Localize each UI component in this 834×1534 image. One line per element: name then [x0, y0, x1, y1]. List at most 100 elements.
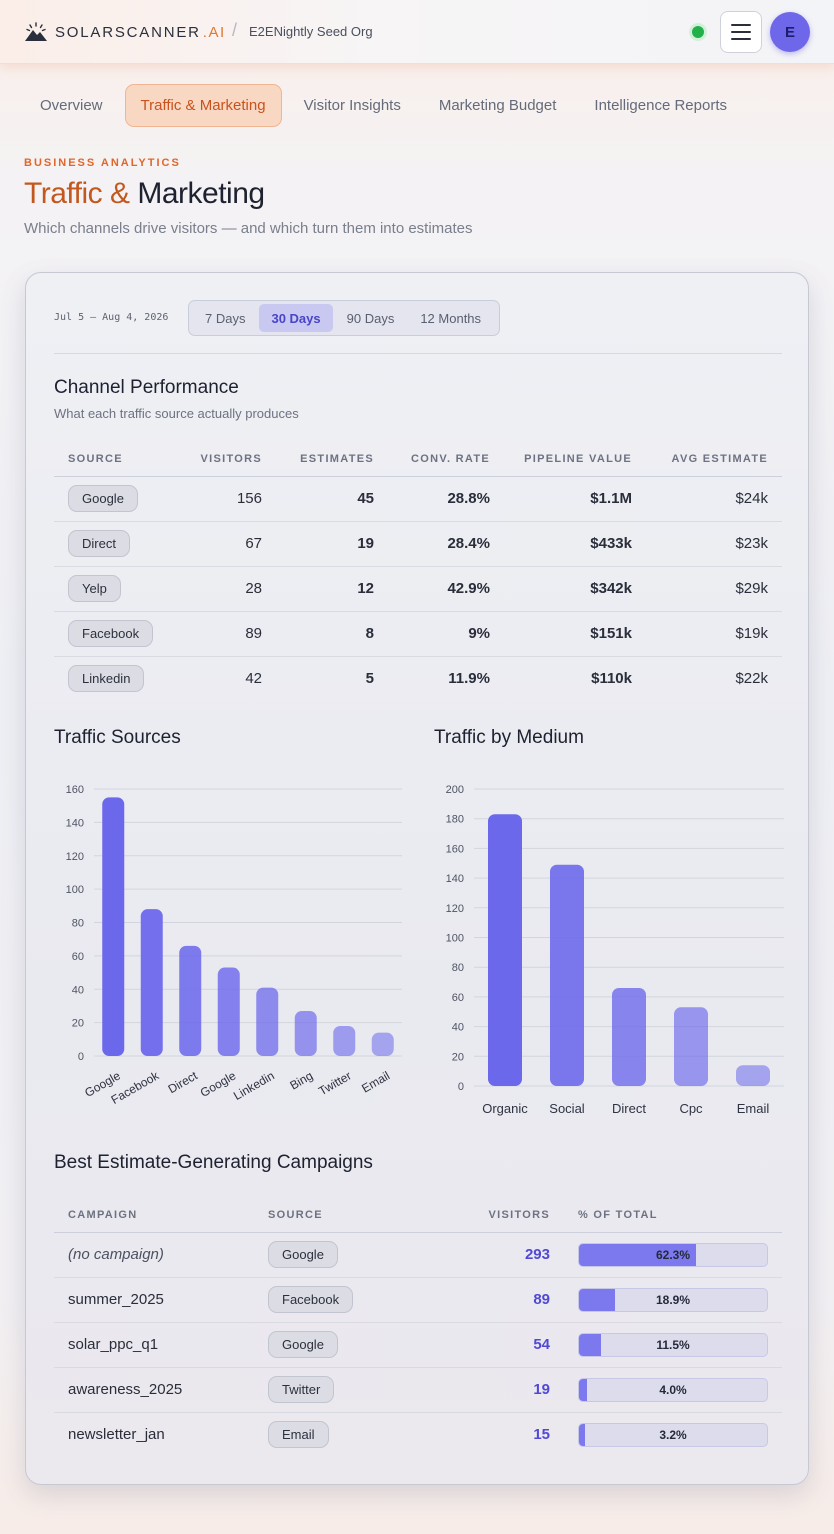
y-tick-label: 140	[66, 817, 84, 829]
estimates-cell: 8	[262, 611, 374, 657]
period-90-days[interactable]: 90 Days	[346, 310, 395, 326]
pct-label: 18.9%	[655, 1292, 691, 1307]
table-row[interactable]: solar_ppc_q1 Google 54 11.5%	[54, 1322, 782, 1368]
pct-label: 62.3%	[655, 1247, 691, 1262]
pct-label: 4.0%	[659, 1382, 687, 1397]
brand-logo[interactable]: SOLARSCANNER .AI	[24, 22, 226, 42]
table-row[interactable]: Facebook 89 8 9% $151k $19k	[54, 611, 782, 657]
period-30-days[interactable]: 30 Days	[259, 304, 333, 332]
period-selector: 7 Days 30 Days 90 Days 12 Months	[188, 300, 500, 336]
conv-rate-cell: 42.9%	[374, 566, 490, 612]
divider	[54, 353, 782, 354]
page-subtitle: Which channels drive visitors — and whic…	[24, 220, 473, 237]
user-avatar[interactable]: E	[770, 12, 810, 52]
tab-visitor-insights[interactable]: Visitor Insights	[303, 97, 401, 114]
col-visitors[interactable]: VISITORS	[184, 442, 262, 477]
bar	[333, 1025, 356, 1056]
date-range: Jul 5 – Aug 4, 2026	[54, 312, 169, 323]
brand-name: SOLARSCANNER	[55, 23, 201, 41]
bar	[736, 1065, 770, 1086]
traffic-sources-title: Traffic Sources	[54, 727, 181, 748]
menu-button[interactable]	[720, 11, 762, 53]
sun-mountain-icon	[25, 22, 47, 41]
col-source[interactable]: SOURCE	[268, 1198, 468, 1233]
pct-fill	[579, 1243, 697, 1266]
avg-estimate-cell: $29k	[632, 566, 782, 612]
channel-performance-table: SOURCE VISITORS ESTIMATES CONV. RATE PIP…	[54, 442, 782, 701]
table-header-row: SOURCE VISITORS ESTIMATES CONV. RATE PIP…	[54, 442, 782, 477]
pct-bar: 11.5%	[578, 1332, 768, 1357]
table-row[interactable]: summer_2025 Facebook 89 18.9%	[54, 1277, 782, 1323]
bar	[102, 797, 125, 1056]
col-visitors[interactable]: VISITORS	[468, 1198, 550, 1233]
table-row[interactable]: Direct 67 19 28.4% $433k $23k	[54, 521, 782, 567]
bar	[488, 814, 522, 1086]
tab-marketing-budget[interactable]: Marketing Budget	[438, 97, 557, 114]
table-row[interactable]: newsletter_jan Email 15 3.2%	[54, 1412, 782, 1457]
campaigns-title: Best Estimate-Generating Campaigns	[54, 1152, 373, 1173]
pct-fill	[579, 1288, 615, 1311]
pct-fill	[579, 1378, 587, 1401]
avg-estimate-cell: $22k	[735, 670, 768, 688]
page-eyebrow: BUSINESS ANALYTICS	[24, 157, 181, 169]
col-conv-rate[interactable]: CONV. RATE	[374, 442, 490, 477]
x-tick-label: Email	[359, 1068, 392, 1095]
conv-rate-cell: 28.4%	[374, 521, 490, 567]
pct-bar: 18.9%	[578, 1287, 768, 1312]
y-tick-label: 60	[72, 951, 84, 963]
bar	[179, 945, 202, 1056]
source-chip: Twitter	[268, 1376, 335, 1403]
top-bar: SOLARSCANNER .AI / E2ENightly Seed Org E	[0, 0, 834, 64]
pct-label: 3.2%	[659, 1427, 687, 1442]
period-7-days[interactable]: 7 Days	[205, 310, 246, 326]
tab-overview[interactable]: Overview	[40, 97, 103, 114]
hamburger-icon	[731, 24, 751, 26]
col-source[interactable]: SOURCE	[54, 442, 184, 477]
visitors-cell: 293	[468, 1232, 550, 1278]
page-title-part2: Marketing	[137, 177, 265, 210]
source-chip: Google	[268, 1241, 338, 1268]
tab-traffic-marketing[interactable]: Traffic & Marketing	[124, 84, 282, 127]
page-title: Traffic & Marketing	[24, 177, 265, 211]
x-tick-label: Bing	[287, 1068, 315, 1092]
visitors-cell: 89	[184, 611, 262, 657]
traffic-by-medium-svg: 0 20 40 60 80 100 120 140 160 180 200 Organic Social…	[446, 784, 784, 1116]
bar	[256, 987, 279, 1056]
pct-bar: 4.0%	[578, 1377, 768, 1402]
table-row[interactable]: Google 156 45 28.8% $1.1M $24k	[54, 476, 782, 522]
traffic-sources-chart: 0 20 40 60 80 100 120 140 160 Google Facebook Direc…	[54, 778, 404, 1123]
estimates-cell: 45	[262, 476, 374, 522]
x-tick-label: Organic	[482, 1101, 528, 1116]
y-tick-label: 160	[66, 784, 84, 796]
avg-estimate-cell: $23k	[632, 521, 782, 567]
col-avg-estimate[interactable]: AVG ESTIMATE	[632, 442, 782, 477]
campaign-name: (no campaign)	[54, 1232, 268, 1278]
y-tick-label: 120	[66, 851, 84, 863]
bar	[612, 987, 646, 1086]
col-estimates[interactable]: ESTIMATES	[262, 442, 374, 477]
pipeline-cell: $342k	[490, 566, 632, 612]
table-row[interactable]: awareness_2025 Twitter 19 4.0%	[54, 1367, 782, 1413]
campaign-name: newsletter_jan	[68, 1426, 165, 1444]
period-12-months[interactable]: 12 Months	[420, 310, 482, 326]
visitors-cell: 67	[184, 521, 262, 567]
source-chip: Facebook	[268, 1286, 354, 1313]
table-row[interactable]: Linkedin 42 5 11.9% $110k $22k	[54, 656, 782, 701]
y-tick-label: 80	[452, 962, 464, 974]
table-row[interactable]: Yelp 28 12 42.9% $342k $29k	[54, 566, 782, 612]
tab-intelligence-reports[interactable]: Intelligence Reports	[594, 97, 727, 114]
bar	[550, 864, 584, 1086]
source-chip: Direct	[68, 530, 130, 557]
pipeline-cell: $1.1M	[490, 476, 632, 522]
conv-rate-cell: 11.9%	[448, 670, 490, 688]
org-name[interactable]: E2ENightly Seed Org	[249, 24, 373, 39]
page-title-part1: Traffic &	[24, 177, 130, 210]
col-campaign[interactable]: CAMPAIGN	[54, 1198, 268, 1233]
col-pipeline-value[interactable]: PIPELINE VALUE	[490, 442, 632, 477]
pct-label: 11.5%	[656, 1337, 690, 1352]
col-pct-total[interactable]: % OF TOTAL	[550, 1198, 782, 1233]
y-tick-label: 20	[72, 1018, 84, 1030]
source-chip: Google	[68, 485, 138, 512]
pct-fill	[579, 1333, 601, 1356]
table-row[interactable]: (no campaign) Google 293 62.3%	[54, 1232, 782, 1278]
